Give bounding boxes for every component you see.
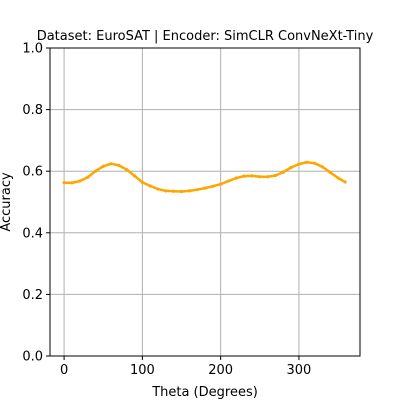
- data-point: [273, 173, 278, 178]
- y-axis-label: Accuracy: [0, 172, 14, 232]
- y-tick-label: 0.0: [22, 350, 43, 365]
- data-point: [179, 189, 184, 194]
- y-tick-label: 1.0: [22, 42, 43, 57]
- chart-title: Dataset: EuroSAT | Encoder: SimCLR ConvN…: [37, 29, 374, 44]
- y-tick-label: 0.2: [22, 288, 43, 303]
- data-point: [132, 174, 137, 178]
- data-point: [281, 170, 285, 174]
- data-point: [172, 189, 176, 193]
- data-point: [195, 188, 199, 192]
- data-point: [78, 179, 82, 183]
- data-point: [305, 160, 309, 164]
- x-axis-label: Theta (Degrees): [151, 385, 258, 400]
- data-point: [148, 184, 152, 188]
- data-point: [313, 161, 317, 165]
- data-point: [101, 164, 105, 168]
- grid: [50, 47, 360, 357]
- data-point: [328, 170, 332, 175]
- data-point: [203, 186, 207, 190]
- data-point: [125, 168, 129, 172]
- x-tick-label: 300: [287, 363, 312, 378]
- data-point: [242, 174, 246, 178]
- plot-frame: [49, 47, 361, 357]
- data-point: [164, 189, 168, 193]
- data-point: [226, 179, 231, 183]
- y-tick-label: 0.4: [22, 226, 43, 241]
- ticks: 0 100 200 300 0.0 0.2 0.4 0.6 0.8 1.0: [22, 42, 311, 379]
- y-tick-label: 0.8: [22, 103, 43, 118]
- x-tick-label: 100: [130, 363, 155, 378]
- data-point: [62, 181, 66, 185]
- data-point: [234, 176, 238, 180]
- data-point: [219, 182, 223, 186]
- data-point: [258, 175, 262, 179]
- data-point: [85, 175, 90, 179]
- y-tick-label: 0.6: [22, 165, 43, 180]
- data-point: [297, 162, 301, 166]
- x-tick-label: 200: [208, 363, 233, 378]
- data-point: [336, 176, 340, 180]
- data-point: [70, 181, 74, 185]
- data-point: [93, 169, 97, 173]
- data-point: [117, 163, 121, 167]
- data-point: [343, 180, 347, 184]
- x-tick-label: 0: [60, 363, 68, 378]
- data-point: [187, 189, 191, 193]
- data-point: [266, 175, 270, 179]
- data-point: [250, 174, 254, 178]
- series-layer: [62, 160, 347, 194]
- data-point: [109, 162, 113, 166]
- data-point: [320, 165, 325, 169]
- data-point: [211, 184, 215, 188]
- data-point: [140, 180, 144, 184]
- data-point: [156, 187, 160, 191]
- data-point: [289, 165, 293, 170]
